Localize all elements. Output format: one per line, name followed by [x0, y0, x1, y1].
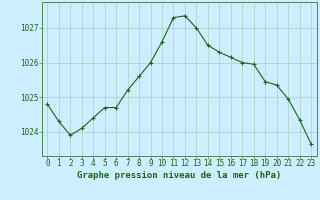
- X-axis label: Graphe pression niveau de la mer (hPa): Graphe pression niveau de la mer (hPa): [77, 171, 281, 180]
